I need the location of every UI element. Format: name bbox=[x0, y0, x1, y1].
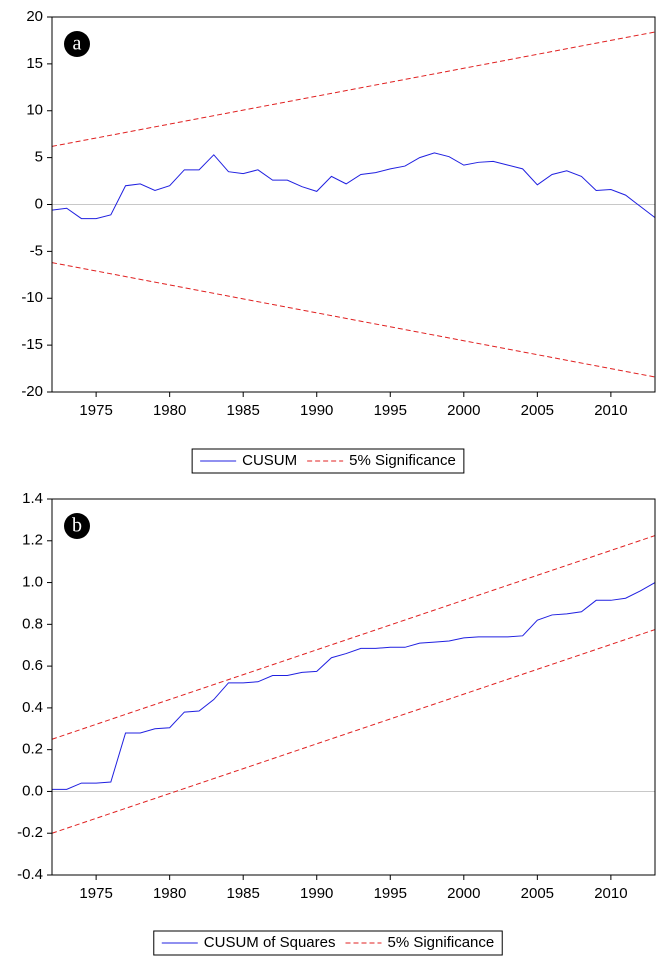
series-line bbox=[51, 152, 656, 220]
plot-frame bbox=[51, 16, 656, 393]
panel-badge bbox=[64, 31, 90, 57]
x-tick-label: 1975 bbox=[79, 402, 112, 419]
panel-label: a bbox=[73, 33, 82, 55]
y-tick-label: 0.6 bbox=[22, 657, 43, 674]
panel-label: b bbox=[72, 515, 82, 537]
y-tick-label: 1.4 bbox=[22, 490, 43, 507]
legend-label: 5% Significance bbox=[349, 452, 456, 469]
legend: CUSUM of Squares 5% Significance bbox=[161, 934, 494, 951]
y-tick-label: 15 bbox=[26, 55, 43, 72]
y-tick-label: 0.4 bbox=[22, 699, 43, 716]
x-tick-label: 1995 bbox=[374, 885, 407, 902]
y-tick-label: 0.2 bbox=[22, 741, 43, 758]
plot-frame bbox=[51, 498, 656, 876]
x-tick-label: 1985 bbox=[227, 885, 260, 902]
y-tick-label: -10 bbox=[21, 289, 43, 306]
y-tick-label: 0 bbox=[35, 195, 43, 212]
x-tick-label: 2005 bbox=[521, 885, 554, 902]
y-tick-label: 5 bbox=[35, 149, 43, 166]
y-tick-label: 20 bbox=[26, 8, 43, 25]
legend-label: CUSUM of Squares bbox=[204, 934, 336, 951]
x-tick-label: 2000 bbox=[447, 885, 480, 902]
x-tick-label: 2010 bbox=[594, 402, 627, 419]
legend-box bbox=[191, 448, 465, 474]
y-tick-label: 0.8 bbox=[22, 615, 43, 632]
legend-label: CUSUM bbox=[242, 452, 297, 469]
legend-box bbox=[153, 930, 503, 956]
y-tick-label: 0.0 bbox=[22, 782, 43, 799]
x-tick-label: 1990 bbox=[300, 885, 333, 902]
x-tick-label: 2010 bbox=[594, 885, 627, 902]
series-line bbox=[51, 31, 656, 147]
x-tick-label: 1990 bbox=[300, 402, 333, 419]
x-tick-label: 1980 bbox=[153, 402, 186, 419]
y-tick-label: -15 bbox=[21, 336, 43, 353]
x-tick-label: 1980 bbox=[153, 885, 186, 902]
legend: CUSUM 5% Significance bbox=[200, 452, 456, 469]
panel-badge bbox=[64, 513, 90, 539]
x-tick-label: 1985 bbox=[227, 402, 260, 419]
y-tick-label: -0.2 bbox=[17, 824, 43, 841]
legend-label: 5% Significance bbox=[387, 934, 494, 951]
series-line bbox=[52, 582, 656, 790]
y-tick-label: -0.4 bbox=[17, 866, 43, 883]
x-tick-label: 1995 bbox=[374, 402, 407, 419]
y-tick-label: -20 bbox=[21, 383, 43, 400]
series-line bbox=[51, 535, 656, 740]
x-tick-label: 2005 bbox=[521, 402, 554, 419]
series-line bbox=[51, 629, 656, 834]
y-tick-label: 1.2 bbox=[22, 532, 43, 549]
y-tick-label: 10 bbox=[26, 102, 43, 119]
y-tick-label: 1.0 bbox=[22, 574, 43, 591]
series-line bbox=[51, 262, 656, 378]
x-tick-label: 1975 bbox=[79, 885, 112, 902]
x-tick-label: 2000 bbox=[447, 402, 480, 419]
y-tick-label: -5 bbox=[30, 242, 43, 259]
